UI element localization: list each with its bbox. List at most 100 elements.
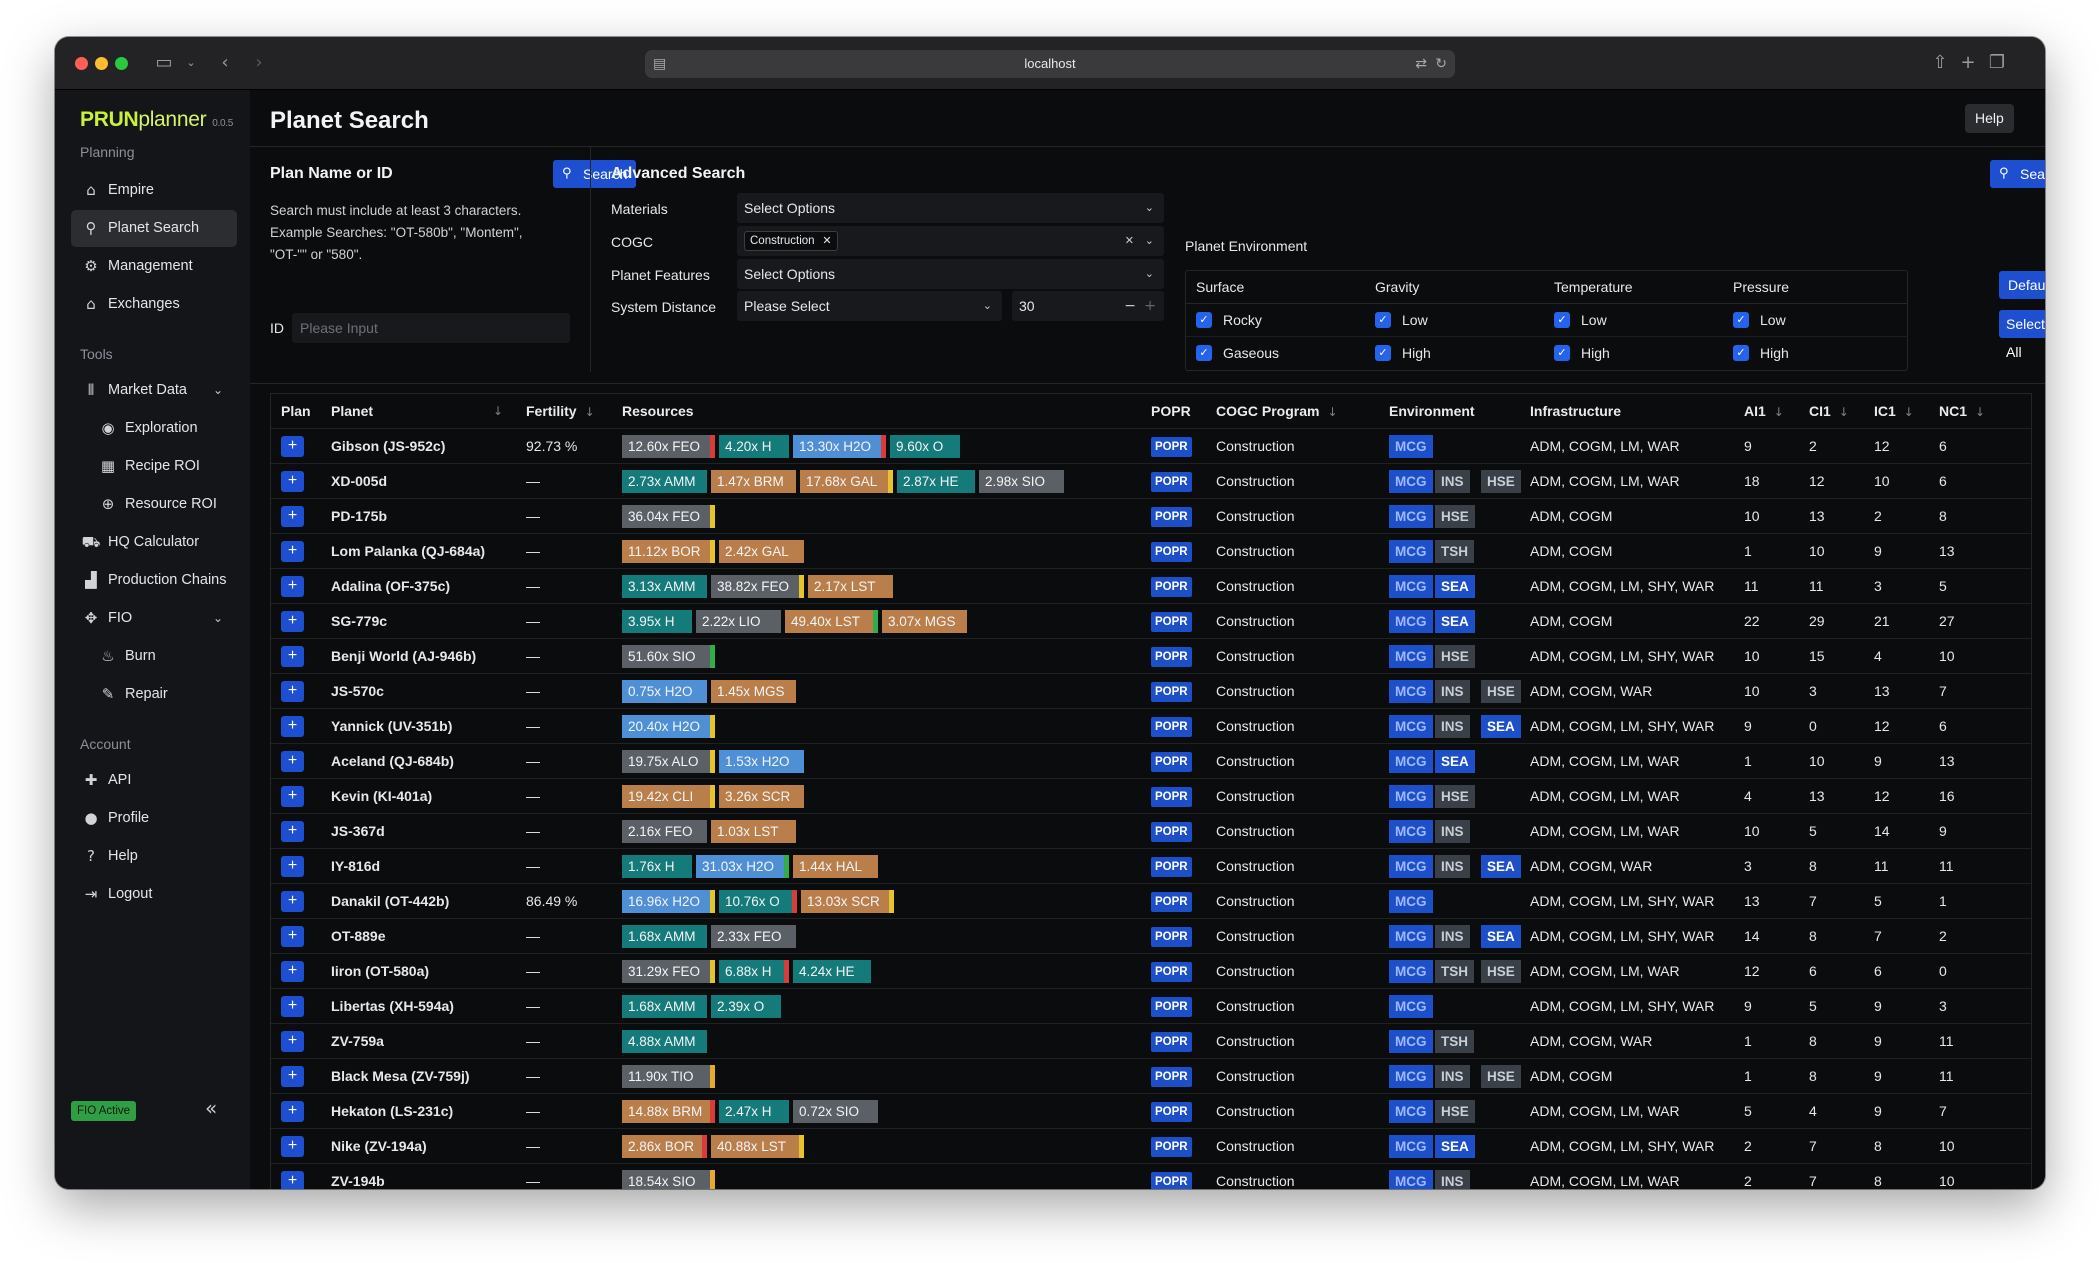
popr-button[interactable]: POPR: [1151, 787, 1192, 807]
advanced-search-button[interactable]: ⚲Search: [1990, 160, 2045, 188]
column-header-planet[interactable]: Planet ↓: [331, 394, 503, 428]
nav-api[interactable]: ✚ API: [71, 762, 237, 799]
add-to-plan-button[interactable]: +: [281, 1171, 304, 1189]
popr-button[interactable]: POPR: [1151, 1137, 1192, 1157]
popr-button[interactable]: POPR: [1151, 647, 1192, 667]
gravity-low-checkbox[interactable]: ✓ Low: [1375, 311, 1428, 329]
planet-name[interactable]: JS-570c: [331, 683, 384, 699]
add-to-plan-button[interactable]: +: [281, 786, 304, 807]
add-to-plan-button[interactable]: +: [281, 751, 304, 772]
add-to-plan-button[interactable]: +: [281, 611, 304, 632]
planet-name[interactable]: XD-005d: [331, 473, 388, 489]
planet-name[interactable]: Iiron (OT-580a): [331, 963, 430, 979]
forward-icon[interactable]: ›: [255, 52, 263, 73]
add-to-plan-button[interactable]: +: [281, 576, 304, 597]
planet-name[interactable]: ZV-759a: [331, 1033, 384, 1049]
popr-button[interactable]: POPR: [1151, 857, 1192, 877]
chevron-down-icon[interactable]: ⌄: [186, 56, 196, 69]
collapse-sidebar-icon[interactable]: «: [205, 1096, 218, 1120]
add-to-plan-button[interactable]: +: [281, 646, 304, 667]
popr-button[interactable]: POPR: [1151, 927, 1192, 947]
planet-name[interactable]: PD-175b: [331, 508, 388, 524]
popr-button[interactable]: POPR: [1151, 997, 1192, 1017]
popr-button[interactable]: POPR: [1151, 437, 1192, 457]
popr-button[interactable]: POPR: [1151, 717, 1192, 737]
select-all-button[interactable]: Select All: [1999, 310, 2045, 360]
nav-exploration[interactable]: ◉ Exploration: [71, 410, 237, 447]
add-to-plan-button[interactable]: +: [281, 1031, 304, 1052]
temperature-high-checkbox[interactable]: ✓ High: [1554, 344, 1610, 362]
planet-name[interactable]: OT-889e: [331, 928, 386, 944]
plan-search-button[interactable]: ⚲ Search: [553, 160, 637, 188]
planet-name[interactable]: JS-367d: [331, 823, 385, 839]
nav-resource-roi[interactable]: ⊕ Resource ROI: [71, 486, 237, 523]
planet-name[interactable]: Benji World (AJ-946b): [331, 648, 477, 664]
planet-name[interactable]: Black Mesa (ZV-759j): [331, 1068, 470, 1084]
add-to-plan-button[interactable]: +: [281, 681, 304, 702]
translate-icon[interactable]: ⇄: [1415, 56, 1427, 72]
minus-icon[interactable]: −: [1124, 298, 1136, 314]
column-header-ci1[interactable]: CI1 ↓: [1809, 403, 1849, 419]
gaseous-checkbox[interactable]: ✓ Gaseous: [1196, 344, 1279, 362]
column-header-nc1[interactable]: NC1 ↓: [1939, 403, 1986, 419]
planet-name[interactable]: Yannick (UV-351b): [331, 718, 453, 734]
add-to-plan-button[interactable]: +: [281, 996, 304, 1017]
popr-button[interactable]: POPR: [1151, 752, 1192, 772]
features-select[interactable]: Select Options ⌄: [737, 259, 1164, 289]
add-to-plan-button[interactable]: +: [281, 821, 304, 842]
gravity-high-checkbox[interactable]: ✓ High: [1375, 344, 1431, 362]
add-to-plan-button[interactable]: +: [281, 471, 304, 492]
add-to-plan-button[interactable]: +: [281, 1136, 304, 1157]
popr-button[interactable]: POPR: [1151, 892, 1192, 912]
popr-button[interactable]: POPR: [1151, 962, 1192, 982]
nav-burn[interactable]: ♨ Burn: [71, 638, 237, 675]
distance-stepper[interactable]: 30− +: [1012, 291, 1164, 321]
zoom-window-button[interactable]: [115, 57, 128, 70]
planet-name[interactable]: Adalina (OF-375c): [331, 578, 451, 594]
popr-button[interactable]: POPR: [1151, 612, 1192, 632]
popr-button[interactable]: POPR: [1151, 682, 1192, 702]
column-header-ic1[interactable]: IC1 ↓: [1874, 403, 1914, 419]
cogc-select[interactable]: Construction ✕ ✕ ⌄: [737, 226, 1164, 256]
planet-name[interactable]: ZV-194b: [331, 1173, 385, 1189]
nav-exchanges[interactable]: ⌂ Exchanges: [71, 286, 237, 323]
add-to-plan-button[interactable]: +: [281, 1066, 304, 1087]
id-input[interactable]: Please Input: [292, 313, 570, 343]
brand-logo[interactable]: PRUNplanner 0.0.5: [80, 108, 234, 131]
add-to-plan-button[interactable]: +: [281, 926, 304, 947]
nav-logout[interactable]: ⇥ Logout: [71, 876, 237, 913]
column-header-ai1[interactable]: AI1 ↓: [1744, 403, 1784, 419]
popr-button[interactable]: POPR: [1151, 472, 1192, 492]
back-icon[interactable]: ‹: [221, 52, 229, 73]
popr-button[interactable]: POPR: [1151, 1032, 1192, 1052]
nav-profile[interactable]: ● Profile: [71, 800, 237, 837]
planet-name[interactable]: Lom Palanka (QJ-684a): [331, 543, 486, 559]
add-to-plan-button[interactable]: +: [281, 961, 304, 982]
nav-hq-calculator[interactable]: ⛟ HQ Calculator: [71, 524, 237, 561]
new-tab-icon[interactable]: +: [1960, 52, 1976, 73]
planet-name[interactable]: Gibson (JS-952c): [331, 438, 446, 454]
reload-icon[interactable]: ↻: [1435, 56, 1447, 72]
popr-button[interactable]: POPR: [1151, 1172, 1192, 1189]
planet-name[interactable]: Aceland (QJ-684b): [331, 753, 454, 769]
column-header-fertility[interactable]: Fertility ↓: [526, 403, 595, 419]
temperature-low-checkbox[interactable]: ✓ Low: [1554, 311, 1607, 329]
popr-button[interactable]: POPR: [1151, 577, 1192, 597]
address-bar[interactable]: ▤ localhost ⇄ ↻: [645, 50, 1455, 78]
planet-name[interactable]: Nike (ZV-194a): [331, 1138, 427, 1154]
minimize-window-button[interactable]: [95, 57, 108, 70]
planet-name[interactable]: Libertas (XH-594a): [331, 998, 454, 1014]
clear-icon[interactable]: ✕: [1124, 234, 1134, 247]
system-select[interactable]: Please Select ⌄: [737, 291, 1002, 321]
nav-help[interactable]: ? Help: [71, 838, 237, 875]
plus-icon[interactable]: +: [1144, 298, 1156, 314]
planet-name[interactable]: Kevin (KI-401a): [331, 788, 433, 804]
nav-planet-search[interactable]: ⚲ Planet Search: [71, 210, 237, 247]
add-to-plan-button[interactable]: +: [281, 856, 304, 877]
add-to-plan-button[interactable]: +: [281, 716, 304, 737]
add-to-plan-button[interactable]: +: [281, 436, 304, 457]
default-button[interactable]: Default: [1999, 271, 2045, 299]
nav-repair[interactable]: ✎ Repair: [71, 676, 237, 713]
pressure-low-checkbox[interactable]: ✓ Low: [1733, 311, 1786, 329]
add-to-plan-button[interactable]: +: [281, 506, 304, 527]
